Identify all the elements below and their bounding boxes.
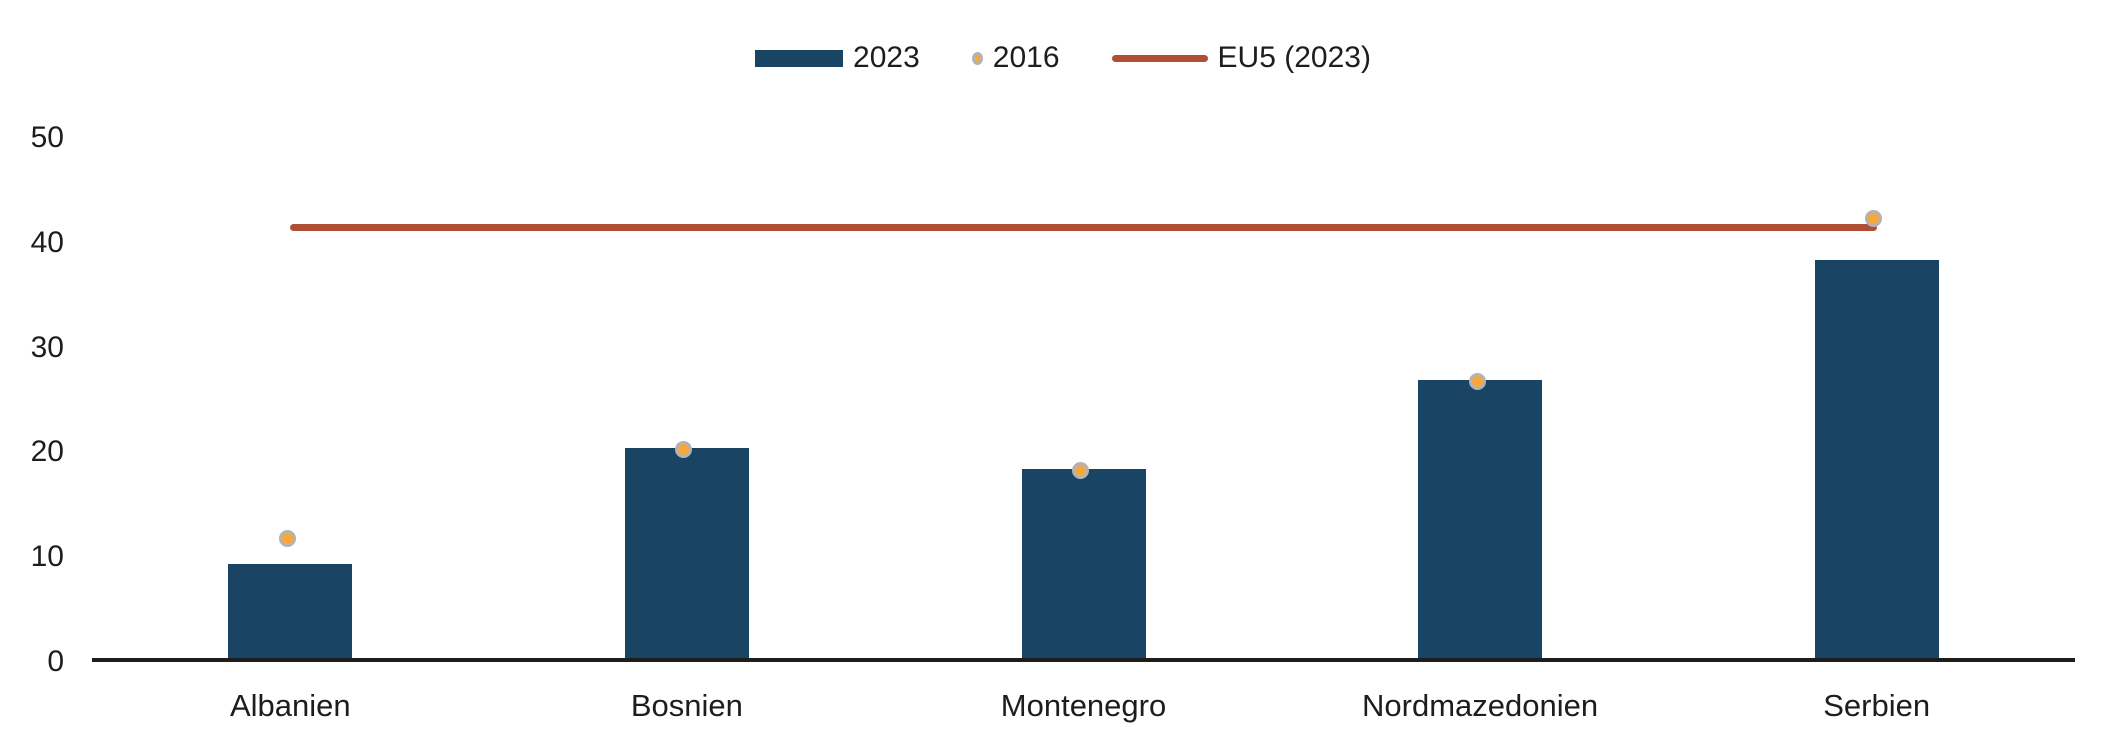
y-tick-label-30: 30 (30, 330, 64, 364)
legend-dot-swatch (971, 51, 983, 65)
bar-2023-nordmazedonien (1418, 380, 1543, 658)
legend-label-2016: 2016 (992, 41, 1060, 74)
dot-2016-montenegro (1072, 461, 1089, 479)
eu5-reference-line (290, 223, 1877, 231)
x-tick-label-montenegro: Montenegro (1000, 688, 1167, 723)
legend-line-swatch (1111, 54, 1208, 62)
x-tick-label-serbien: Serbien (1823, 688, 1931, 723)
x-tick-label-nordmazedonien: Nordmazedonien (1362, 688, 1599, 723)
y-tick-label-20: 20 (30, 435, 64, 469)
legend-item-eu5: EU5 (2023) (1111, 40, 1371, 76)
legend: 2023 2016 EU5 (2023) (0, 40, 2126, 76)
x-tick-label-bosnien: Bosnien (630, 688, 743, 723)
dot-2016-albanien (278, 529, 296, 547)
legend-item-2016: 2016 (971, 40, 1060, 76)
dot-2016-bosnien (675, 440, 693, 458)
bar-2023-bosnien (624, 448, 749, 658)
dot-2016-serbien (1865, 210, 1883, 228)
y-tick-label-0: 0 (47, 645, 64, 678)
y-tick-label-50: 50 (30, 121, 64, 154)
y-tick-label-10: 10 (30, 540, 64, 574)
legend-label-2023: 2023 (853, 41, 920, 74)
bar-2023-albanien (228, 563, 353, 658)
x-tick-label-albanien: Albanien (229, 688, 351, 723)
bar-2023-serbien (1814, 259, 1939, 658)
bar-2023-montenegro (1021, 469, 1146, 658)
plot-area (92, 138, 2075, 662)
legend-label-eu5: EU5 (2023) (1217, 41, 1371, 74)
legend-bar-swatch (755, 49, 844, 67)
legend-item-2023: 2023 (755, 40, 920, 76)
y-tick-label-40: 40 (30, 225, 64, 259)
dot-2016-nordmazedonien (1468, 372, 1486, 390)
